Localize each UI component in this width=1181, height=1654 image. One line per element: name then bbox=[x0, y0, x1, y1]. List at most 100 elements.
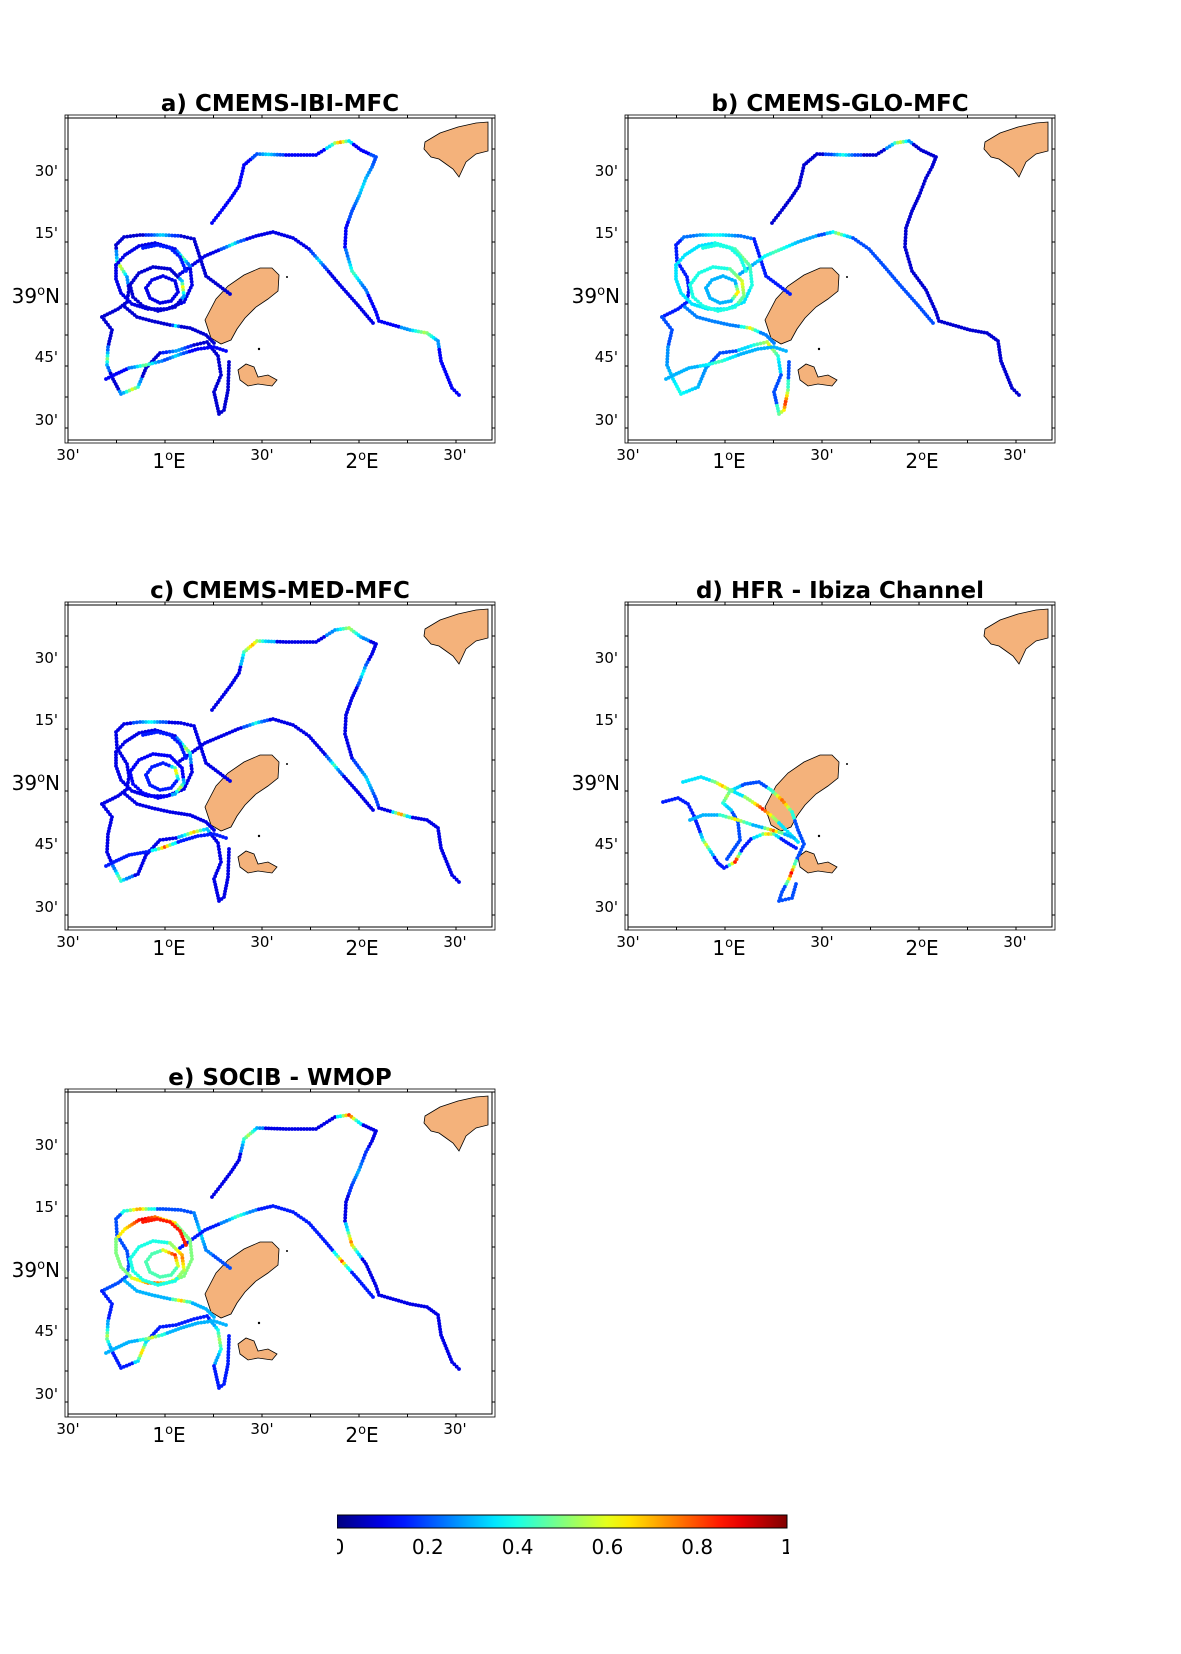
trajectory-point bbox=[712, 855, 717, 860]
sea-background bbox=[68, 118, 492, 440]
tick-degree-value: 1 bbox=[152, 1423, 165, 1447]
trajectory-point bbox=[144, 773, 148, 777]
trajectory-point bbox=[176, 811, 181, 816]
trajectory-point bbox=[733, 250, 737, 255]
trajectory-point bbox=[759, 346, 764, 351]
trajectory-point bbox=[245, 237, 249, 241]
trajectory-point bbox=[701, 246, 705, 250]
trajectory-point bbox=[185, 722, 190, 727]
panel-title: a) CMEMS-IBI-MFC bbox=[161, 91, 399, 117]
trajectory-point bbox=[278, 1126, 283, 1131]
trajectory-point bbox=[107, 1313, 112, 1318]
trajectory-point bbox=[738, 838, 742, 842]
trajectory-point bbox=[135, 364, 140, 369]
trajectory-point bbox=[304, 732, 309, 737]
trajectory-point bbox=[104, 320, 108, 325]
trajectory-point bbox=[903, 245, 907, 249]
trajectory-point bbox=[736, 826, 741, 830]
trajectory-point bbox=[133, 1271, 138, 1276]
trajectory-point bbox=[346, 1194, 350, 1199]
trajectory-point bbox=[276, 231, 281, 236]
trajectory-point bbox=[823, 152, 828, 157]
trajectory-point bbox=[130, 292, 135, 296]
map-area bbox=[628, 118, 1052, 440]
trajectory-point bbox=[133, 784, 138, 789]
trajectory-point bbox=[452, 1362, 457, 1367]
trajectory-point bbox=[904, 248, 908, 252]
trajectory-point bbox=[201, 827, 206, 832]
trajectory-point bbox=[166, 786, 171, 791]
trajectory-point bbox=[777, 363, 782, 368]
y-tick-label: 30' bbox=[35, 898, 58, 916]
trajectory-point bbox=[135, 851, 140, 856]
trajectory-point bbox=[311, 1127, 315, 1131]
trajectory-point bbox=[170, 1279, 175, 1284]
trajectory-point bbox=[224, 1323, 228, 1327]
trajectory-d4 bbox=[688, 813, 796, 840]
trajectory-point bbox=[761, 340, 766, 345]
trajectory-point bbox=[146, 1207, 151, 1211]
trajectory-point bbox=[170, 277, 174, 282]
trajectory-point bbox=[159, 753, 164, 757]
trajectory-point bbox=[998, 353, 1002, 358]
trajectory-point bbox=[226, 375, 231, 380]
trajectory-point bbox=[180, 347, 184, 351]
x-tick-label: 30' bbox=[443, 446, 466, 464]
trajectory-point bbox=[737, 835, 742, 839]
trajectory-point bbox=[437, 1318, 441, 1323]
islet bbox=[257, 834, 261, 838]
trajectory-point bbox=[818, 152, 822, 156]
trajectories bbox=[660, 139, 1021, 416]
trajectory-point bbox=[153, 795, 157, 799]
trajectory-point bbox=[728, 323, 732, 327]
trajectory-point bbox=[785, 391, 790, 395]
trajectory-point bbox=[778, 347, 782, 351]
trajectory-point bbox=[226, 378, 231, 383]
trajectory-point bbox=[335, 140, 340, 145]
trajectory-point bbox=[181, 1265, 186, 1269]
trajectory-point bbox=[859, 153, 863, 157]
trajectory-point bbox=[790, 810, 794, 814]
trajectory-point bbox=[996, 342, 1001, 346]
x-tick-label: 2oE bbox=[345, 1423, 378, 1447]
trajectory-point bbox=[105, 847, 110, 851]
trajectory-point bbox=[701, 363, 706, 368]
trajectory-point bbox=[181, 351, 186, 356]
trajectory-point bbox=[180, 1253, 184, 1257]
trajectory-point bbox=[931, 321, 935, 325]
trajectory-point bbox=[227, 1334, 231, 1338]
trajectory-point bbox=[173, 811, 178, 815]
trajectory-point bbox=[308, 153, 312, 157]
tick-degree-value: 1 bbox=[712, 936, 725, 960]
trajectory-point bbox=[150, 794, 154, 798]
trajectory-point bbox=[152, 1207, 157, 1211]
trajectory-point bbox=[739, 324, 744, 329]
trajectory-point bbox=[327, 144, 332, 149]
trajectory-point bbox=[344, 1113, 349, 1118]
trajectory-point bbox=[130, 1361, 135, 1366]
trajectory-point bbox=[358, 191, 363, 195]
trajectory-point bbox=[344, 1200, 348, 1204]
trajectory-point bbox=[786, 375, 791, 380]
trajectory-point bbox=[218, 834, 222, 838]
trajectory-point bbox=[349, 211, 353, 216]
y-tick-label: 39oN bbox=[572, 771, 620, 795]
trajectory-point bbox=[362, 179, 367, 183]
trajectory-point bbox=[908, 263, 913, 267]
trajectory-point bbox=[265, 718, 270, 723]
trajectory-point bbox=[815, 152, 819, 156]
trajectory-point bbox=[202, 833, 207, 838]
trajectory-point bbox=[716, 309, 720, 313]
trajectory-point bbox=[436, 829, 441, 833]
trajectory-point bbox=[302, 153, 306, 157]
tick-unit: E bbox=[173, 1423, 186, 1447]
trajectory-point bbox=[161, 1207, 165, 1211]
map-area bbox=[68, 605, 492, 927]
trajectory-point bbox=[226, 872, 231, 876]
trajectory-point bbox=[179, 1208, 183, 1212]
trajectory-point bbox=[114, 1229, 119, 1234]
trajectory-point bbox=[333, 141, 337, 145]
